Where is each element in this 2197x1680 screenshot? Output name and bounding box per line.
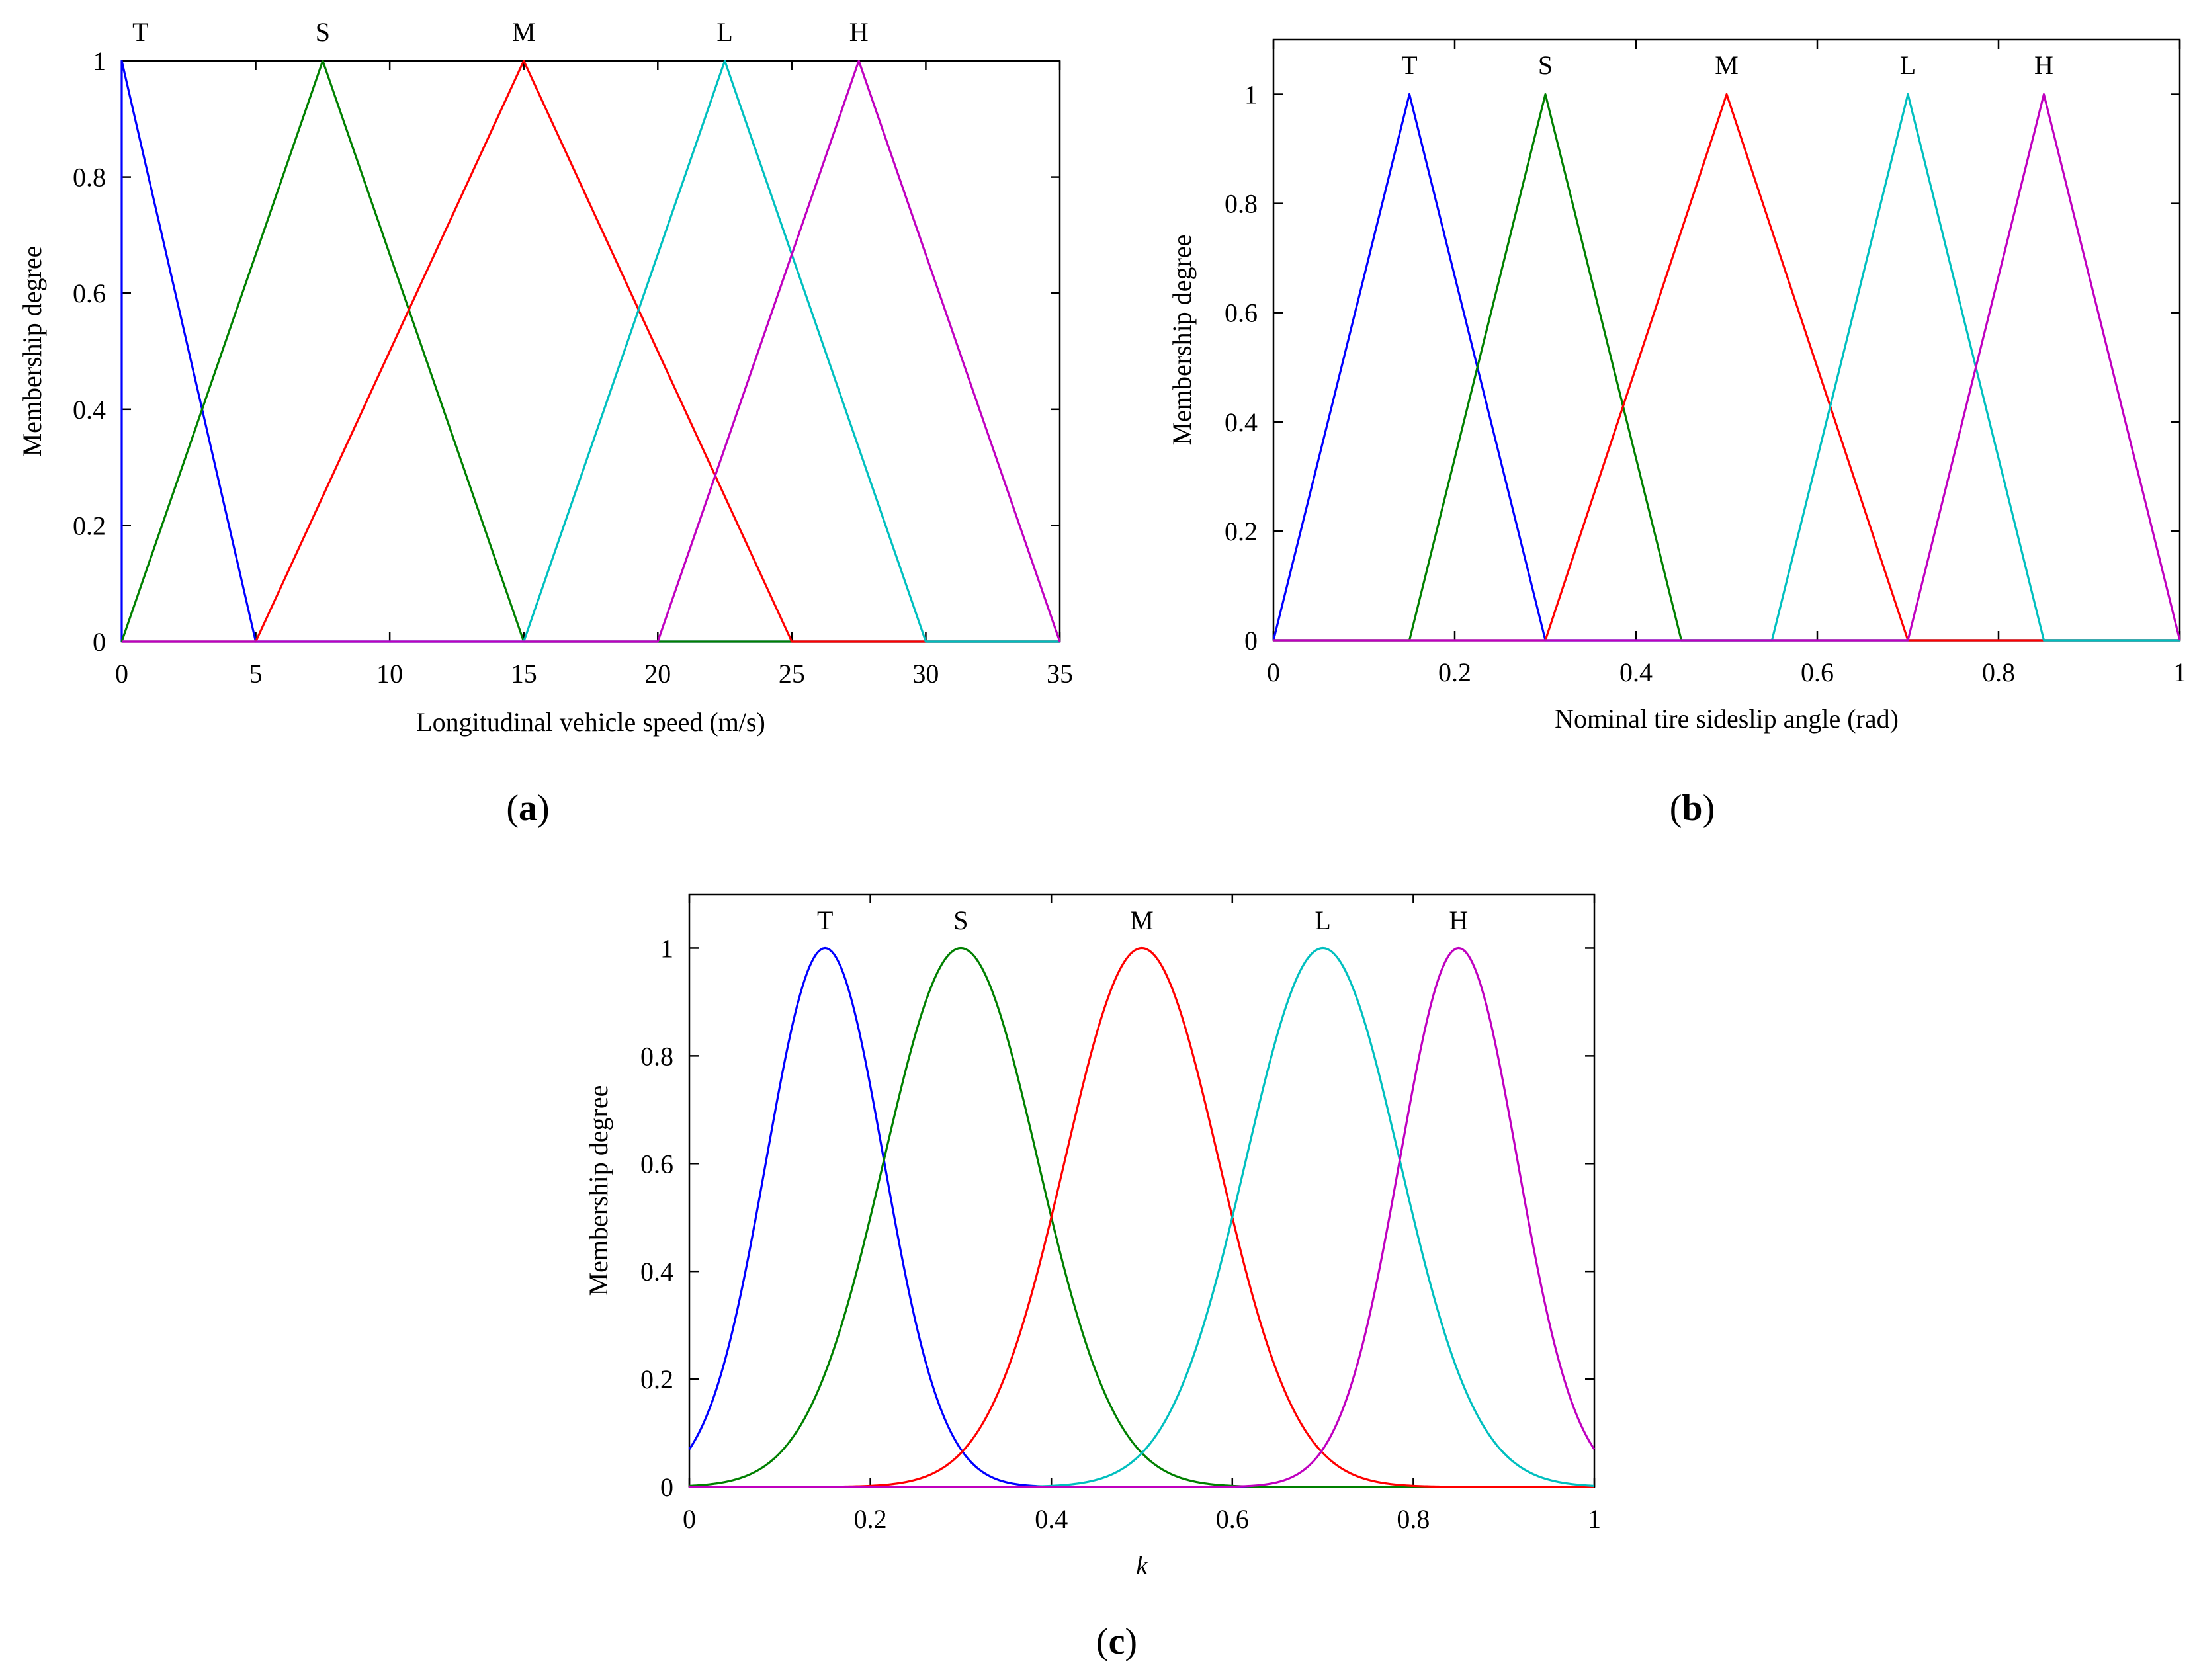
x-axis-label: Longitudinal vehicle speed (m/s) (416, 707, 765, 737)
peak-label-m: M (512, 17, 536, 47)
peak-label-h: H (1449, 905, 1468, 935)
peak-label-t: T (132, 17, 148, 47)
x-tick-label: 0.8 (1397, 1504, 1430, 1534)
peak-label-h: H (849, 17, 869, 47)
x-tick-label: 1 (1588, 1504, 1601, 1534)
y-tick-label: 0.4 (1225, 407, 1258, 437)
y-tick-label: 0.4 (73, 395, 106, 425)
caption-c: (c) (1096, 1621, 1137, 1662)
chart-panel-b: 0 0.2 0.4 0.6 0.8 1 0 0.2 0.4 0.6 0.8 1 T S M L H Nominal… (1167, 38, 2186, 734)
x-tick-label: 0 (1267, 657, 1280, 687)
peak-label-l: L (716, 17, 732, 47)
y-tick-label: 1 (93, 46, 106, 76)
caption-b: (b) (1670, 788, 1715, 829)
peak-label-s: S (1538, 50, 1553, 80)
y-tick-label: 0.6 (1225, 298, 1258, 328)
peak-label-s: S (953, 905, 968, 935)
x-tick-label: 1 (2173, 657, 2186, 687)
x-axis-label: Nominal tire sideslip angle (rad) (1555, 704, 1899, 734)
peak-label-t: T (817, 905, 833, 935)
peak-label-t: T (1401, 50, 1417, 80)
y-axis-label: Membership degree (1167, 235, 1197, 446)
x-axis-label: k (1136, 1550, 1148, 1580)
x-tick-label: 0.4 (1035, 1504, 1068, 1534)
x-tick-label: 25 (779, 659, 805, 689)
y-tick-label: 1 (1244, 80, 1258, 110)
peak-label-s: S (316, 17, 330, 47)
x-tick-label: 0.2 (854, 1504, 887, 1534)
peak-label-m: M (1130, 905, 1154, 935)
y-tick-label: 0.6 (640, 1149, 673, 1179)
x-tick-label: 15 (511, 659, 537, 689)
y-tick-label: 0 (1244, 626, 1258, 655)
y-axis-label: Membership degree (583, 1085, 613, 1296)
chart-panel-c: 0 0.2 0.4 0.6 0.8 1 0 0.2 0.4 0.6 0.8 1 T S M L Hk Member… (583, 893, 1601, 1580)
series-line-h (689, 946, 1596, 1488)
x-tick-label: 10 (376, 659, 403, 689)
y-axis-label: Membership degree (17, 246, 47, 457)
y-tick-label: 0.4 (640, 1257, 673, 1286)
y-tick-label: 0 (660, 1472, 673, 1502)
x-tick-label: 0 (683, 1504, 696, 1534)
y-tick-label: 0.6 (73, 278, 106, 308)
y-tick-label: 0 (93, 627, 106, 657)
y-tick-label: 0.8 (1225, 189, 1258, 219)
y-tick-label: 0.2 (640, 1365, 673, 1394)
series-line-h (122, 60, 1061, 643)
peak-label-l: L (1314, 905, 1330, 935)
y-tick-label: 0.8 (640, 1041, 673, 1071)
chart-panel-a: 0 5 10 15 20 25 30 35 0 0.2 0.4 0.6 0.8 1T S M L H Longitu… (17, 17, 1073, 737)
x-tick-label: 0 (115, 659, 128, 689)
y-tick-label: 1 (660, 933, 673, 963)
x-tick-label: 20 (644, 659, 671, 689)
caption-a: (a) (506, 788, 549, 829)
x-tick-label: 0.6 (1801, 657, 1834, 687)
x-tick-label: 0.4 (1619, 657, 1653, 687)
x-tick-label: 0.8 (1982, 657, 2015, 687)
x-tick-label: 0.2 (1438, 657, 1471, 687)
x-tick-label: 5 (249, 659, 263, 689)
x-tick-label: 0.6 (1216, 1504, 1249, 1534)
peak-label-h: H (2034, 50, 2053, 80)
x-tick-label: 30 (912, 659, 939, 689)
peak-label-m: M (1715, 50, 1739, 80)
y-tick-label: 0.2 (1225, 517, 1258, 546)
x-tick-label: 35 (1047, 659, 1073, 689)
peak-label-l: L (1900, 50, 1916, 80)
y-tick-label: 0.8 (73, 163, 106, 192)
y-tick-label: 0.2 (73, 511, 106, 540)
series-line-h (1273, 93, 2181, 642)
